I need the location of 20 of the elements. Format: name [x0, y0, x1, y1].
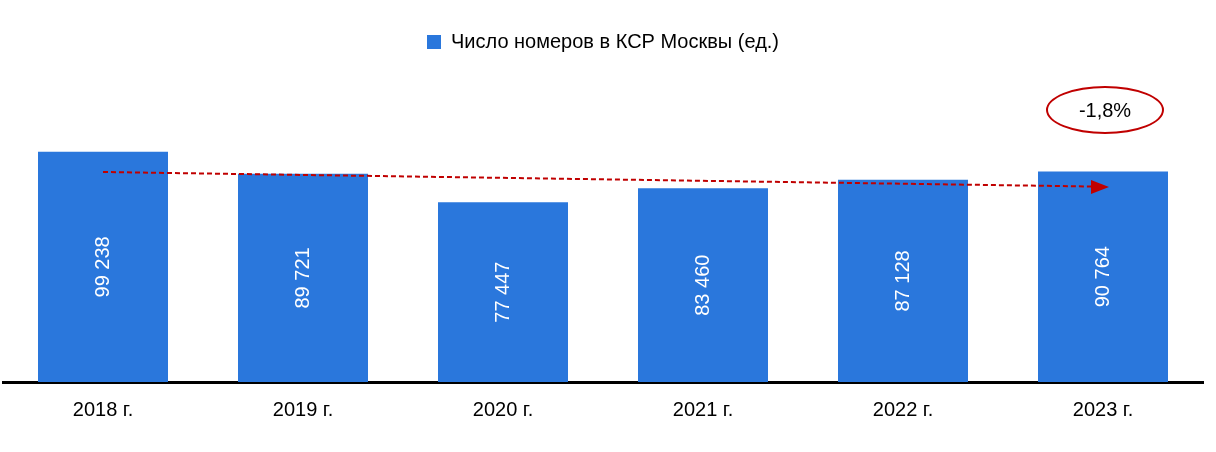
data-label: 83 460	[690, 254, 713, 316]
bar	[238, 173, 368, 382]
data-label: 77 447	[490, 261, 513, 323]
x-tick-label: 2023 г.	[1072, 397, 1134, 420]
x-tick-label: 2019 г.	[272, 397, 334, 420]
x-tick-label: 2022 г.	[872, 397, 934, 420]
bar	[1038, 171, 1168, 382]
bar	[638, 188, 768, 382]
text: -1,8%	[1046, 86, 1164, 134]
data-label: 99 238	[90, 236, 113, 298]
legend-label: Число номеров в КСР Москвы (ед.)	[450, 29, 780, 52]
data-label: 90 764	[1090, 246, 1113, 308]
data-label: 89 721	[290, 247, 313, 309]
bar	[38, 151, 168, 382]
bar	[838, 179, 968, 382]
bar	[438, 202, 568, 382]
x-tick-label: 2018 г.	[72, 397, 134, 420]
x-tick-label: 2020 г.	[472, 397, 534, 420]
x-tick-label: 2021 г.	[672, 397, 734, 420]
data-label: 87 128	[890, 250, 913, 312]
